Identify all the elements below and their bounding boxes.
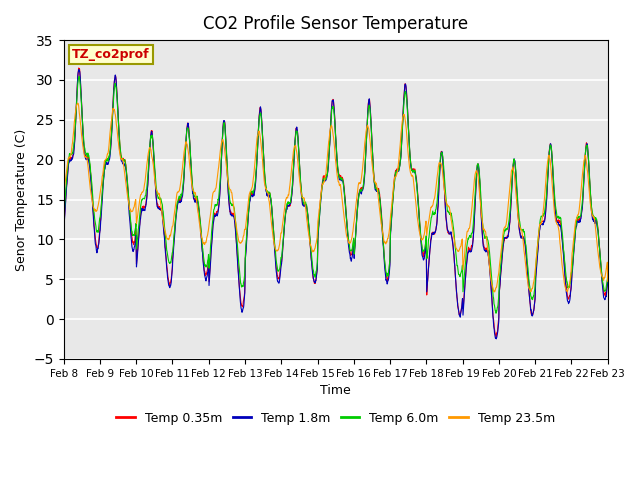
Temp 6.0m xyxy=(604,274,611,280)
Temp 1.8m xyxy=(556,223,564,229)
Line: Temp 6.0m: Temp 6.0m xyxy=(63,76,607,313)
Temp 0.35m xyxy=(572,230,579,236)
Temp 23.5m xyxy=(351,206,359,212)
Temp 23.5m xyxy=(556,240,564,246)
Temp 6.0m xyxy=(60,264,67,270)
Legend: Temp 0.35m, Temp 1.8m, Temp 6.0m, Temp 23.5m: Temp 0.35m, Temp 1.8m, Temp 6.0m, Temp 2… xyxy=(111,407,560,430)
Temp 0.35m xyxy=(492,334,500,340)
Temp 0.35m xyxy=(604,277,611,283)
Temp 6.0m xyxy=(492,311,500,316)
Temp 1.8m xyxy=(75,67,83,72)
Temp 23.5m xyxy=(604,278,611,284)
Temp 6.0m xyxy=(556,215,564,220)
Temp 23.5m xyxy=(491,289,499,295)
Temp 1.8m xyxy=(492,336,500,342)
X-axis label: Time: Time xyxy=(320,384,351,397)
Temp 6.0m xyxy=(364,120,371,126)
Temp 23.5m xyxy=(572,222,579,228)
Temp 0.35m xyxy=(556,218,564,224)
Title: CO2 Profile Sensor Temperature: CO2 Profile Sensor Temperature xyxy=(203,15,468,33)
Temp 23.5m xyxy=(74,100,82,106)
Temp 23.5m xyxy=(494,274,502,280)
Y-axis label: Senor Temperature (C): Senor Temperature (C) xyxy=(15,128,28,271)
Temp 0.35m xyxy=(364,118,371,124)
Temp 23.5m xyxy=(60,232,67,238)
Temp 0.35m xyxy=(494,323,502,328)
Temp 6.0m xyxy=(75,73,83,79)
Temp 0.35m xyxy=(351,235,359,240)
Temp 1.8m xyxy=(572,233,579,239)
Temp 6.0m xyxy=(212,203,220,209)
Temp 23.5m xyxy=(364,123,371,129)
Temp 0.35m xyxy=(60,269,67,275)
Line: Temp 0.35m: Temp 0.35m xyxy=(63,68,607,337)
Temp 1.8m xyxy=(212,213,220,218)
Temp 1.8m xyxy=(494,326,502,332)
Temp 1.8m xyxy=(60,271,67,277)
Temp 6.0m xyxy=(572,231,579,237)
Temp 6.0m xyxy=(351,235,359,240)
Temp 1.8m xyxy=(604,279,611,285)
Temp 0.35m xyxy=(75,65,83,71)
Temp 1.8m xyxy=(364,118,371,124)
Temp 23.5m xyxy=(212,186,220,192)
Temp 1.8m xyxy=(351,236,359,242)
Text: TZ_co2prof: TZ_co2prof xyxy=(72,48,149,60)
Temp 6.0m xyxy=(494,302,502,308)
Temp 0.35m xyxy=(212,213,220,218)
Line: Temp 1.8m: Temp 1.8m xyxy=(63,70,607,339)
Line: Temp 23.5m: Temp 23.5m xyxy=(63,103,607,292)
